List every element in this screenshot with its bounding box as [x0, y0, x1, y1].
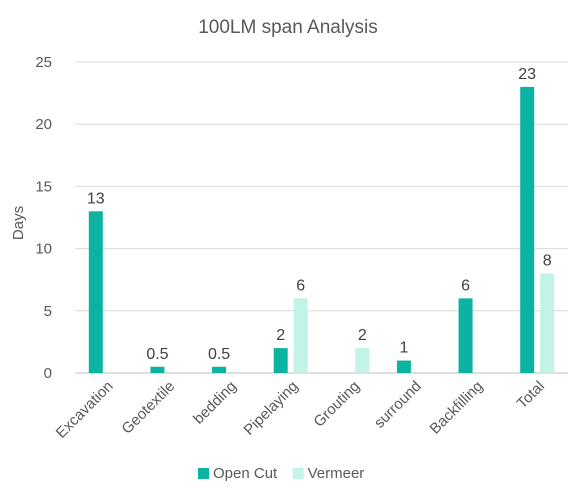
- x-tick-label: Backfilling: [427, 378, 487, 438]
- data-label: 0.5: [146, 346, 168, 363]
- data-label: 13: [87, 190, 105, 207]
- data-label: 0.5: [208, 346, 230, 363]
- y-tick-label: 0: [44, 365, 52, 382]
- data-label: 6: [461, 277, 470, 294]
- legend-label: Open Cut: [213, 465, 278, 482]
- x-tick-label: Total: [514, 378, 548, 412]
- bar: [520, 86, 535, 373]
- bar: [88, 211, 103, 373]
- y-axis-label: Days: [10, 206, 27, 240]
- y-tick-label: 25: [35, 54, 52, 71]
- y-tick-label: 15: [35, 178, 52, 195]
- x-tick-label: Pipelaying: [241, 378, 302, 439]
- gridlines: [75, 61, 568, 374]
- x-tick-label: bedding: [190, 378, 240, 428]
- data-label: 6: [296, 277, 305, 294]
- y-tick-label: 20: [35, 116, 52, 133]
- x-axis-ticks: Excavation Geotextile bedding Pipelaying Gro…: [53, 378, 548, 442]
- chart-title: 100LM span Analysis: [198, 17, 378, 38]
- data-label: 23: [518, 66, 536, 83]
- x-tick-label: Grouting: [310, 378, 363, 431]
- bar: [273, 348, 288, 373]
- data-label: 1: [399, 340, 408, 357]
- bars: [88, 86, 555, 373]
- legend-swatch: [198, 468, 209, 479]
- data-label: 2: [358, 327, 367, 344]
- data-label: 2: [276, 327, 285, 344]
- y-axis-ticks: 0 5 10 15 20 25: [35, 54, 52, 382]
- bar: [150, 366, 165, 373]
- y-tick-label: 5: [44, 303, 52, 320]
- bar: [293, 298, 308, 373]
- bar: [540, 273, 555, 373]
- x-tick-label: Excavation: [53, 378, 117, 442]
- legend-swatch: [292, 468, 304, 479]
- data-labels: 13 0.5 0.5 2 1 6 23 6 2 8: [87, 66, 552, 363]
- bar: [458, 298, 473, 373]
- legend-label: Vermeer: [308, 465, 365, 482]
- y-tick-label: 10: [35, 241, 52, 258]
- bar: [396, 360, 411, 373]
- bar: [212, 366, 227, 373]
- legend: Open Cut Vermeer: [198, 465, 364, 482]
- x-tick-label: surround: [371, 378, 425, 432]
- data-label: 8: [543, 252, 552, 269]
- bar: [355, 348, 370, 373]
- x-tick-label: Geotextile: [118, 378, 178, 438]
